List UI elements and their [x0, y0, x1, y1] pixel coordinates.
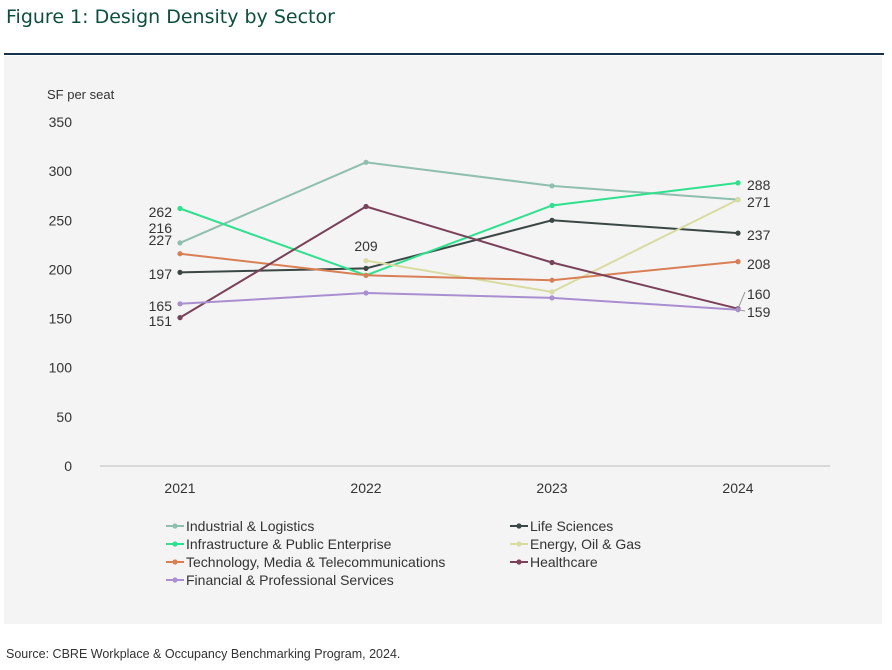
leader-line-160 — [737, 291, 746, 309]
series-points — [177, 159, 741, 321]
y-tick-50: 50 — [56, 409, 72, 425]
point-industrial-logistics-2021 — [177, 240, 183, 246]
data-label-271: 271 — [747, 194, 771, 210]
source-note: Source: CBRE Workplace & Occupancy Bench… — [6, 647, 401, 661]
data-label-165: 165 — [149, 298, 173, 314]
series-line-financial-professional-services — [179, 291, 739, 311]
chart-panel — [4, 56, 882, 624]
x-tick-2024: 2024 — [722, 480, 753, 496]
legend-swatch-marker — [172, 541, 178, 547]
legend-item-energy-oil-gas: Energy, Oil & Gas — [510, 536, 641, 552]
data-label-160: 160 — [747, 286, 771, 302]
series-line-healthcare — [179, 205, 739, 319]
series-lines — [179, 161, 739, 319]
data-label-237: 237 — [747, 227, 771, 243]
legend-item-financial-professional-services: Financial & Professional Services — [166, 572, 394, 588]
y-tick-300: 300 — [49, 163, 73, 179]
point-healthcare-2021 — [177, 315, 183, 321]
legend-label: Healthcare — [530, 554, 598, 570]
point-energy-oil-gas-2023 — [549, 289, 555, 295]
point-industrial-logistics-2022 — [363, 159, 369, 165]
legend-label: Energy, Oil & Gas — [530, 536, 641, 552]
point-infrastructure-public-enterprise-2023 — [549, 202, 555, 209]
data-label-151: 151 — [149, 313, 173, 329]
series-line-technology-media-telecommunications — [179, 252, 739, 282]
data-label-288: 288 — [747, 177, 771, 193]
legend-item-technology-media-telecommunications: Technology, Media & Telecommunications — [166, 554, 445, 570]
point-infrastructure-public-enterprise-2021 — [177, 205, 183, 212]
legend: Industrial & Logistics Life Sciences Infra… — [166, 518, 641, 588]
point-life-sciences-2023 — [549, 217, 555, 223]
x-tick-labels: 2021 2022 2023 2024 — [164, 480, 753, 496]
y-tick-100: 100 — [49, 360, 73, 376]
data-label-197: 197 — [149, 266, 173, 282]
legend-swatch-marker — [172, 577, 178, 583]
point-healthcare-2023 — [549, 259, 555, 266]
x-tick-2021: 2021 — [164, 480, 195, 496]
legend-label: Life Sciences — [530, 518, 613, 534]
data-label-262: 262 — [149, 204, 173, 220]
legend-label: Technology, Media & Telecommunications — [186, 554, 445, 570]
point-energy-oil-gas-2024 — [735, 197, 741, 203]
point-financial-professional-services-2024 — [735, 307, 741, 313]
legend-swatch-marker — [172, 559, 178, 565]
y-tick-150: 150 — [49, 311, 73, 327]
point-healthcare-2022 — [363, 203, 369, 210]
point-infrastructure-public-enterprise-2024 — [735, 180, 741, 186]
data-label-208: 208 — [747, 256, 771, 272]
legend-item-industrial-logistics: Industrial & Logistics — [166, 518, 314, 534]
x-tick-2022: 2022 — [350, 480, 381, 496]
legend-label: Financial & Professional Services — [186, 572, 394, 588]
legend-swatch-marker — [172, 523, 178, 529]
point-technology-media-telecommunications-2021 — [177, 251, 183, 257]
point-financial-professional-services-2021 — [177, 301, 183, 307]
series-line-infrastructure-public-enterprise — [179, 181, 739, 277]
point-technology-media-telecommunications-2022 — [363, 272, 369, 278]
y-tick-200: 200 — [49, 261, 73, 277]
point-industrial-logistics-2023 — [549, 183, 555, 189]
y-tick-350: 350 — [49, 114, 73, 130]
legend-item-life-sciences: Life Sciences — [510, 518, 613, 534]
data-label-216: 216 — [149, 220, 173, 236]
leader-line-159 — [737, 309, 746, 312]
legend-item-infrastructure-public-enterprise: Infrastructure & Public Enterprise — [166, 536, 392, 552]
point-financial-professional-services-2022 — [363, 290, 369, 296]
point-technology-media-telecommunications-2024 — [735, 259, 741, 265]
y-axis-label: SF per seat — [47, 87, 115, 102]
point-financial-professional-services-2023 — [549, 295, 555, 301]
title-divider — [4, 53, 884, 55]
legend-item-healthcare: Healthcare — [510, 554, 598, 570]
legend-label: Industrial & Logistics — [186, 518, 314, 534]
point-life-sciences-2024 — [735, 230, 741, 236]
legend-swatch-marker — [516, 523, 522, 529]
data-label-227: 227 — [149, 232, 173, 248]
series-line-life-sciences — [179, 219, 739, 274]
data-label-209: 209 — [354, 238, 378, 254]
y-tick-0: 0 — [64, 458, 72, 474]
legend-label: Infrastructure & Public Enterprise — [186, 536, 392, 552]
data-label-159: 159 — [747, 304, 771, 320]
figure-title: Figure 1: Design Density by Sector — [6, 6, 335, 28]
series-line-industrial-logistics — [179, 161, 739, 244]
point-life-sciences-2021 — [177, 269, 183, 275]
legend-swatch-marker — [516, 559, 522, 565]
point-technology-media-telecommunications-2023 — [549, 277, 555, 283]
legend-swatch-marker — [516, 541, 522, 547]
x-tick-2023: 2023 — [536, 480, 567, 496]
point-life-sciences-2022 — [363, 265, 369, 271]
y-tick-labels: 0 50 100 150 200 250 300 350 — [49, 114, 73, 474]
y-tick-250: 250 — [49, 212, 73, 228]
point-energy-oil-gas-2022 — [363, 258, 369, 264]
